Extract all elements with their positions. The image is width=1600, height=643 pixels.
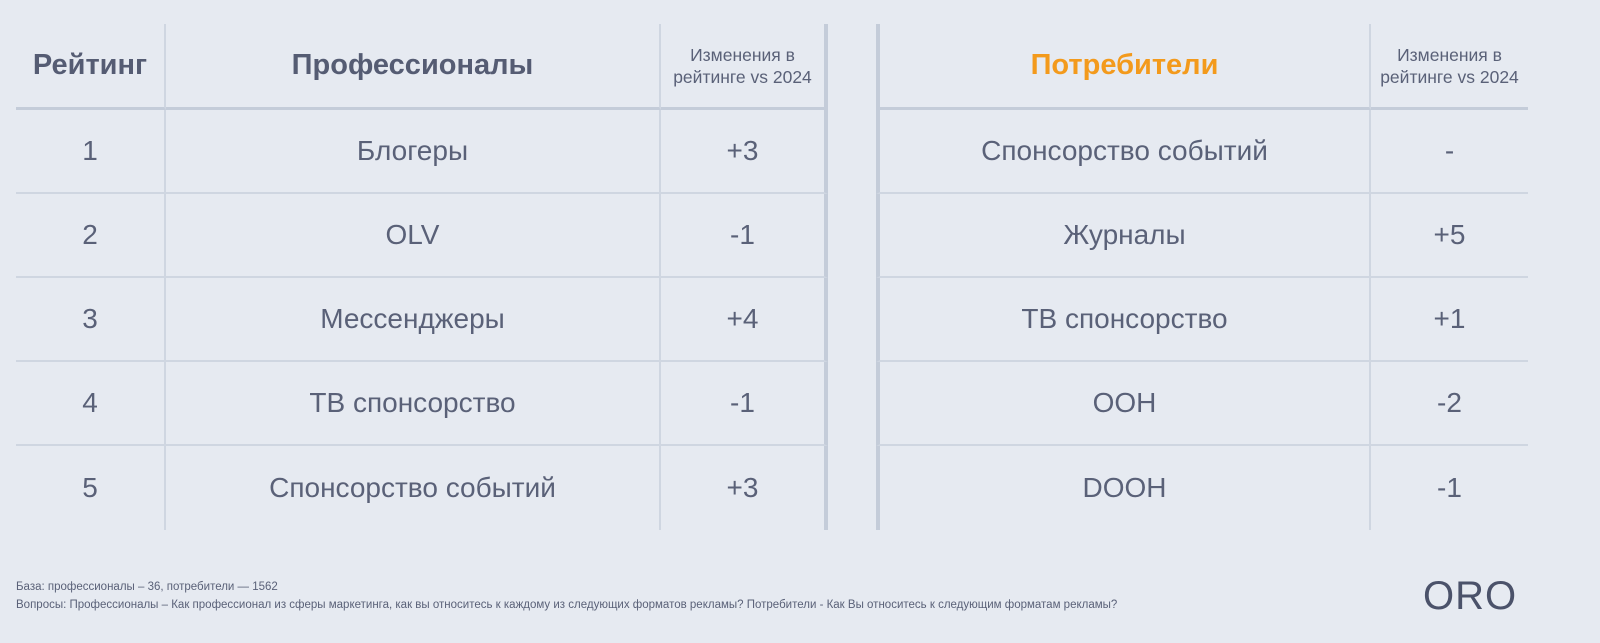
change-cell: +5 xyxy=(1371,194,1528,278)
format-cell: Журналы xyxy=(876,194,1371,278)
format-cell: Спонсорство событий xyxy=(166,446,661,530)
consumers-table: Потребители Изменения в рейтинге vs 2024… xyxy=(876,24,1528,530)
footnote: База: профессионалы – 36, потребители — … xyxy=(16,578,1117,614)
rank-header: Рейтинг xyxy=(16,24,166,110)
format-cell: Блогеры xyxy=(166,110,661,194)
format-cell: Спонсорство событий xyxy=(876,110,1371,194)
change-header: Изменения в рейтинге vs 2024 xyxy=(1371,24,1528,110)
rank-cell: 3 xyxy=(16,278,166,362)
format-cell: OLV xyxy=(166,194,661,278)
rank-cell: 1 xyxy=(16,110,166,194)
format-cell: ТВ спонсорство xyxy=(166,362,661,446)
change-cell: -2 xyxy=(1371,362,1528,446)
change-cell: +3 xyxy=(661,446,828,530)
change-cell: -1 xyxy=(661,362,828,446)
professionals-table: Рейтинг Профессионалы Изменения в рейтин… xyxy=(16,24,828,530)
change-cell: - xyxy=(1371,110,1528,194)
oro-logo: ORO xyxy=(1423,574,1518,618)
format-cell: DOOH xyxy=(876,446,1371,530)
rank-cell: 5 xyxy=(16,446,166,530)
format-cell: ТВ спонсорство xyxy=(876,278,1371,362)
consumers-header: Потребители xyxy=(876,24,1371,110)
change-cell: +1 xyxy=(1371,278,1528,362)
change-cell: -1 xyxy=(661,194,828,278)
change-cell: +4 xyxy=(661,278,828,362)
rank-cell: 4 xyxy=(16,362,166,446)
format-cell: Мессенджеры xyxy=(166,278,661,362)
rank-cell: 2 xyxy=(16,194,166,278)
footnote-base: База: профессионалы – 36, потребители — … xyxy=(16,581,278,593)
professionals-header: Профессионалы xyxy=(166,24,661,110)
footnote-questions: Вопросы: Профессионалы – Как профессиона… xyxy=(16,599,1118,611)
change-cell: +3 xyxy=(661,110,828,194)
change-cell: -1 xyxy=(1437,472,1462,503)
format-cell: OOH xyxy=(876,362,1371,446)
change-header: Изменения в рейтинге vs 2024 xyxy=(661,24,828,110)
